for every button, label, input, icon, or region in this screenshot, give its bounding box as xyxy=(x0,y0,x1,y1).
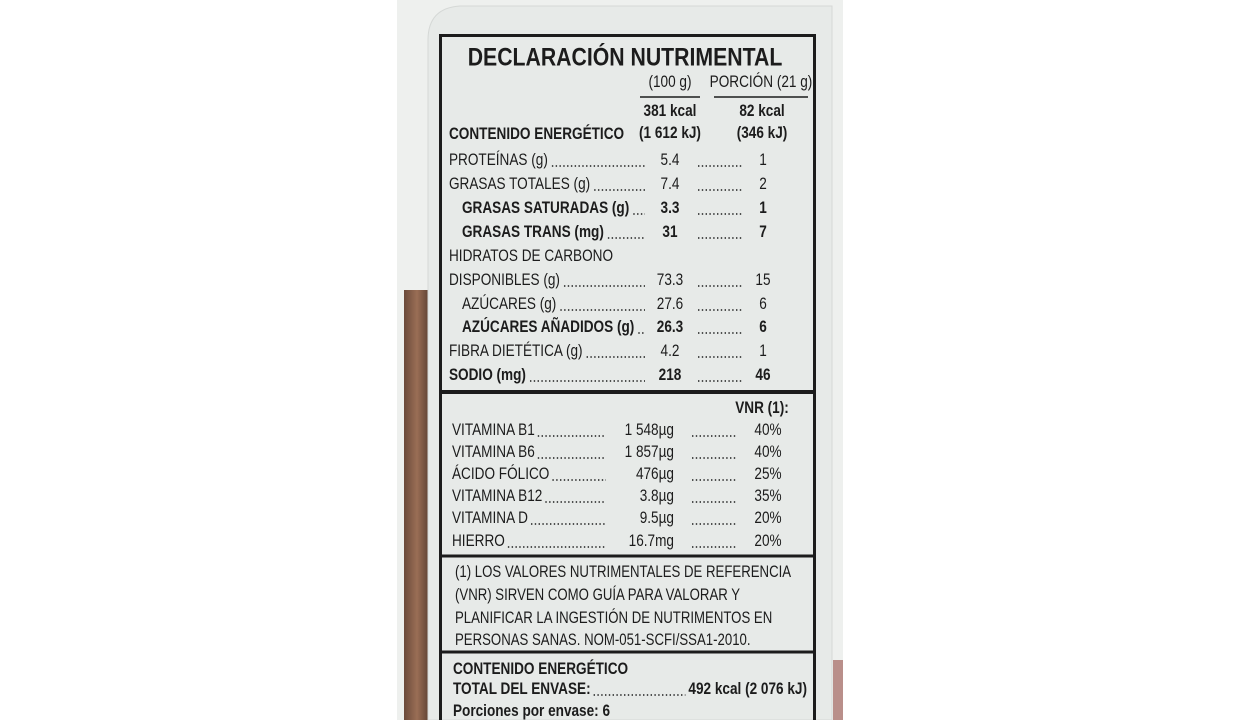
table-border xyxy=(439,34,816,720)
nutrient-portion: 15 xyxy=(755,271,770,290)
nutrient-per100: 3.3 xyxy=(661,199,680,218)
vitamin-vnr: 40% xyxy=(754,443,781,462)
energy-value: (346 kJ) xyxy=(737,124,788,143)
energy-label: CONTENIDO ENERGÉTICO xyxy=(449,125,624,144)
nutrient-portion: 6 xyxy=(759,318,767,337)
package-total-value: 492 kcal (2 076 kJ) xyxy=(688,680,807,699)
vitamin-amount: 9.5µg xyxy=(640,509,674,528)
footnote-line: PLANIFICAR LA INGESTIÓN DE NUTRIMENTOS E… xyxy=(455,609,772,628)
package-total-label: TOTAL DEL ENVASE: xyxy=(453,680,591,699)
nutrient-portion: 2 xyxy=(759,175,767,194)
label-content: DECLARACIÓN NUTRIMENTAL (100 g) PORCIÓN (2… xyxy=(449,42,812,720)
vitamin-vnr: 20% xyxy=(754,509,781,528)
nutrient-portion: 1 xyxy=(759,342,767,361)
vitamin-label: VITAMINA B12 xyxy=(452,487,542,506)
nutrient-label: GRASAS TRANS (mg) xyxy=(462,223,604,242)
nutrient-label: HIDRATOS DE CARBONO xyxy=(449,247,613,266)
product-photo-strip xyxy=(404,290,430,720)
package-edge xyxy=(833,660,843,720)
nutrient-per100: 5.4 xyxy=(661,151,680,170)
nutrient-label: GRASAS TOTALES (g) xyxy=(449,175,590,194)
vitamin-label: ÁCIDO FÓLICO xyxy=(452,465,549,484)
vitamin-label: HIERRO xyxy=(452,532,505,551)
nutrient-portion: 7 xyxy=(759,223,767,242)
nutrient-label: FIBRA DIETÉTICA (g) xyxy=(449,342,583,361)
vitamin-amount: 16.7mg xyxy=(629,532,674,551)
vitamin-vnr: 40% xyxy=(754,421,781,440)
nutrient-per100: 73.3 xyxy=(657,271,683,290)
nutrient-per100: 4.2 xyxy=(661,342,680,361)
package-servings: Porciones por envase: 6 xyxy=(453,702,610,720)
vitamin-vnr: 35% xyxy=(754,487,781,506)
nutrient-per100: 7.4 xyxy=(661,175,680,194)
nutrient-portion: 46 xyxy=(755,366,770,385)
package-heading: CONTENIDO ENERGÉTICO xyxy=(453,660,628,679)
vitamin-amount: 476µg xyxy=(636,465,674,484)
vitamin-amount: 3.8µg xyxy=(640,487,674,506)
label-panel xyxy=(427,5,833,720)
nutrient-label: AZÚCARES AÑADIDOS (g) xyxy=(462,317,634,337)
nutrient-per100: 27.6 xyxy=(657,295,683,314)
vitamin-label: VITAMINA D xyxy=(452,509,528,528)
nutrient-per100: 218 xyxy=(659,366,682,385)
energy-value: 381 kcal xyxy=(644,102,697,121)
vitamin-vnr: 20% xyxy=(754,532,781,551)
column-header: (100 g) xyxy=(648,73,691,92)
nutrient-portion: 1 xyxy=(759,151,767,170)
column-header: PORCIÓN (21 g) xyxy=(710,73,813,92)
footnote-line: PERSONAS SANAS. NOM-051-SCFI/SSA1-2010. xyxy=(455,631,751,650)
nutrient-label: AZÚCARES (g) xyxy=(462,295,556,314)
nutrient-label: DISPONIBLES (g) xyxy=(449,271,560,290)
vitamin-amount: 1 857µg xyxy=(625,443,674,462)
vnr-header: VNR (1): xyxy=(735,399,789,418)
title: DECLARACIÓN NUTRIMENTAL xyxy=(468,42,783,71)
vitamin-amount: 1 548µg xyxy=(625,421,674,440)
nutrient-label: GRASAS SATURADAS (g) xyxy=(462,199,629,218)
vitamin-label: VITAMINA B6 xyxy=(452,443,535,462)
nutrient-label: SODIO (mg) xyxy=(449,366,526,385)
vitamin-vnr: 25% xyxy=(754,465,781,484)
footnote-line: (1) LOS VALORES NUTRIMENTALES DE REFEREN… xyxy=(455,563,791,582)
nutrient-per100: 31 xyxy=(662,223,678,242)
nutrient-per100: 26.3 xyxy=(657,318,683,337)
nutrient-portion: 1 xyxy=(759,199,767,218)
vitamin-label: VITAMINA B1 xyxy=(452,421,535,440)
nutrient-label: PROTEÍNAS (g) xyxy=(449,151,548,170)
energy-value: 82 kcal xyxy=(739,102,784,121)
footnote-line: (VNR) SIRVEN COMO GUÍA PARA VALORAR Y xyxy=(455,586,740,605)
energy-value: (1 612 kJ) xyxy=(639,124,701,143)
nutrient-portion: 6 xyxy=(759,295,767,314)
